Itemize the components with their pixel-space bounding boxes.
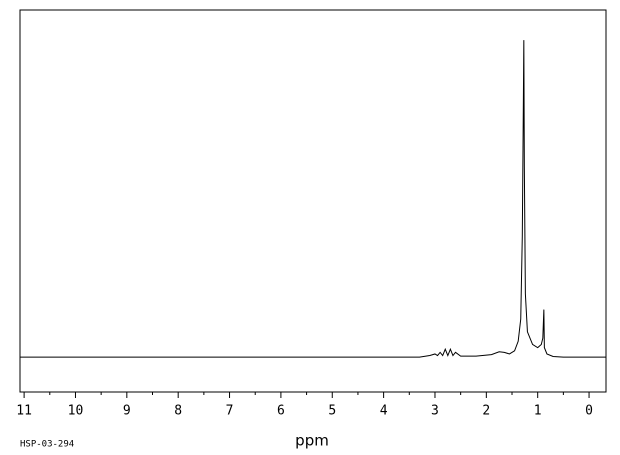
x-tick-label: 11 — [16, 404, 32, 419]
annotation: HSP-03-294 — [20, 440, 74, 450]
x-tick-label: 0 — [585, 404, 593, 419]
x-tick-label: 6 — [277, 404, 285, 419]
x-tick-label: 7 — [226, 404, 234, 419]
x-tick-label: 4 — [380, 404, 388, 419]
spectrum-line — [20, 40, 606, 358]
x-axis-label: ppm — [295, 432, 329, 450]
x-tick-label: 1 — [534, 404, 542, 419]
x-tick-label: 2 — [482, 404, 490, 419]
plot-frame — [19, 9, 607, 393]
x-tick-label: 8 — [174, 404, 182, 419]
x-tick-label: 10 — [68, 404, 84, 419]
x-tick-label: 5 — [328, 404, 336, 419]
x-tick-label: 9 — [123, 404, 131, 419]
x-tick-label: 3 — [431, 404, 439, 419]
